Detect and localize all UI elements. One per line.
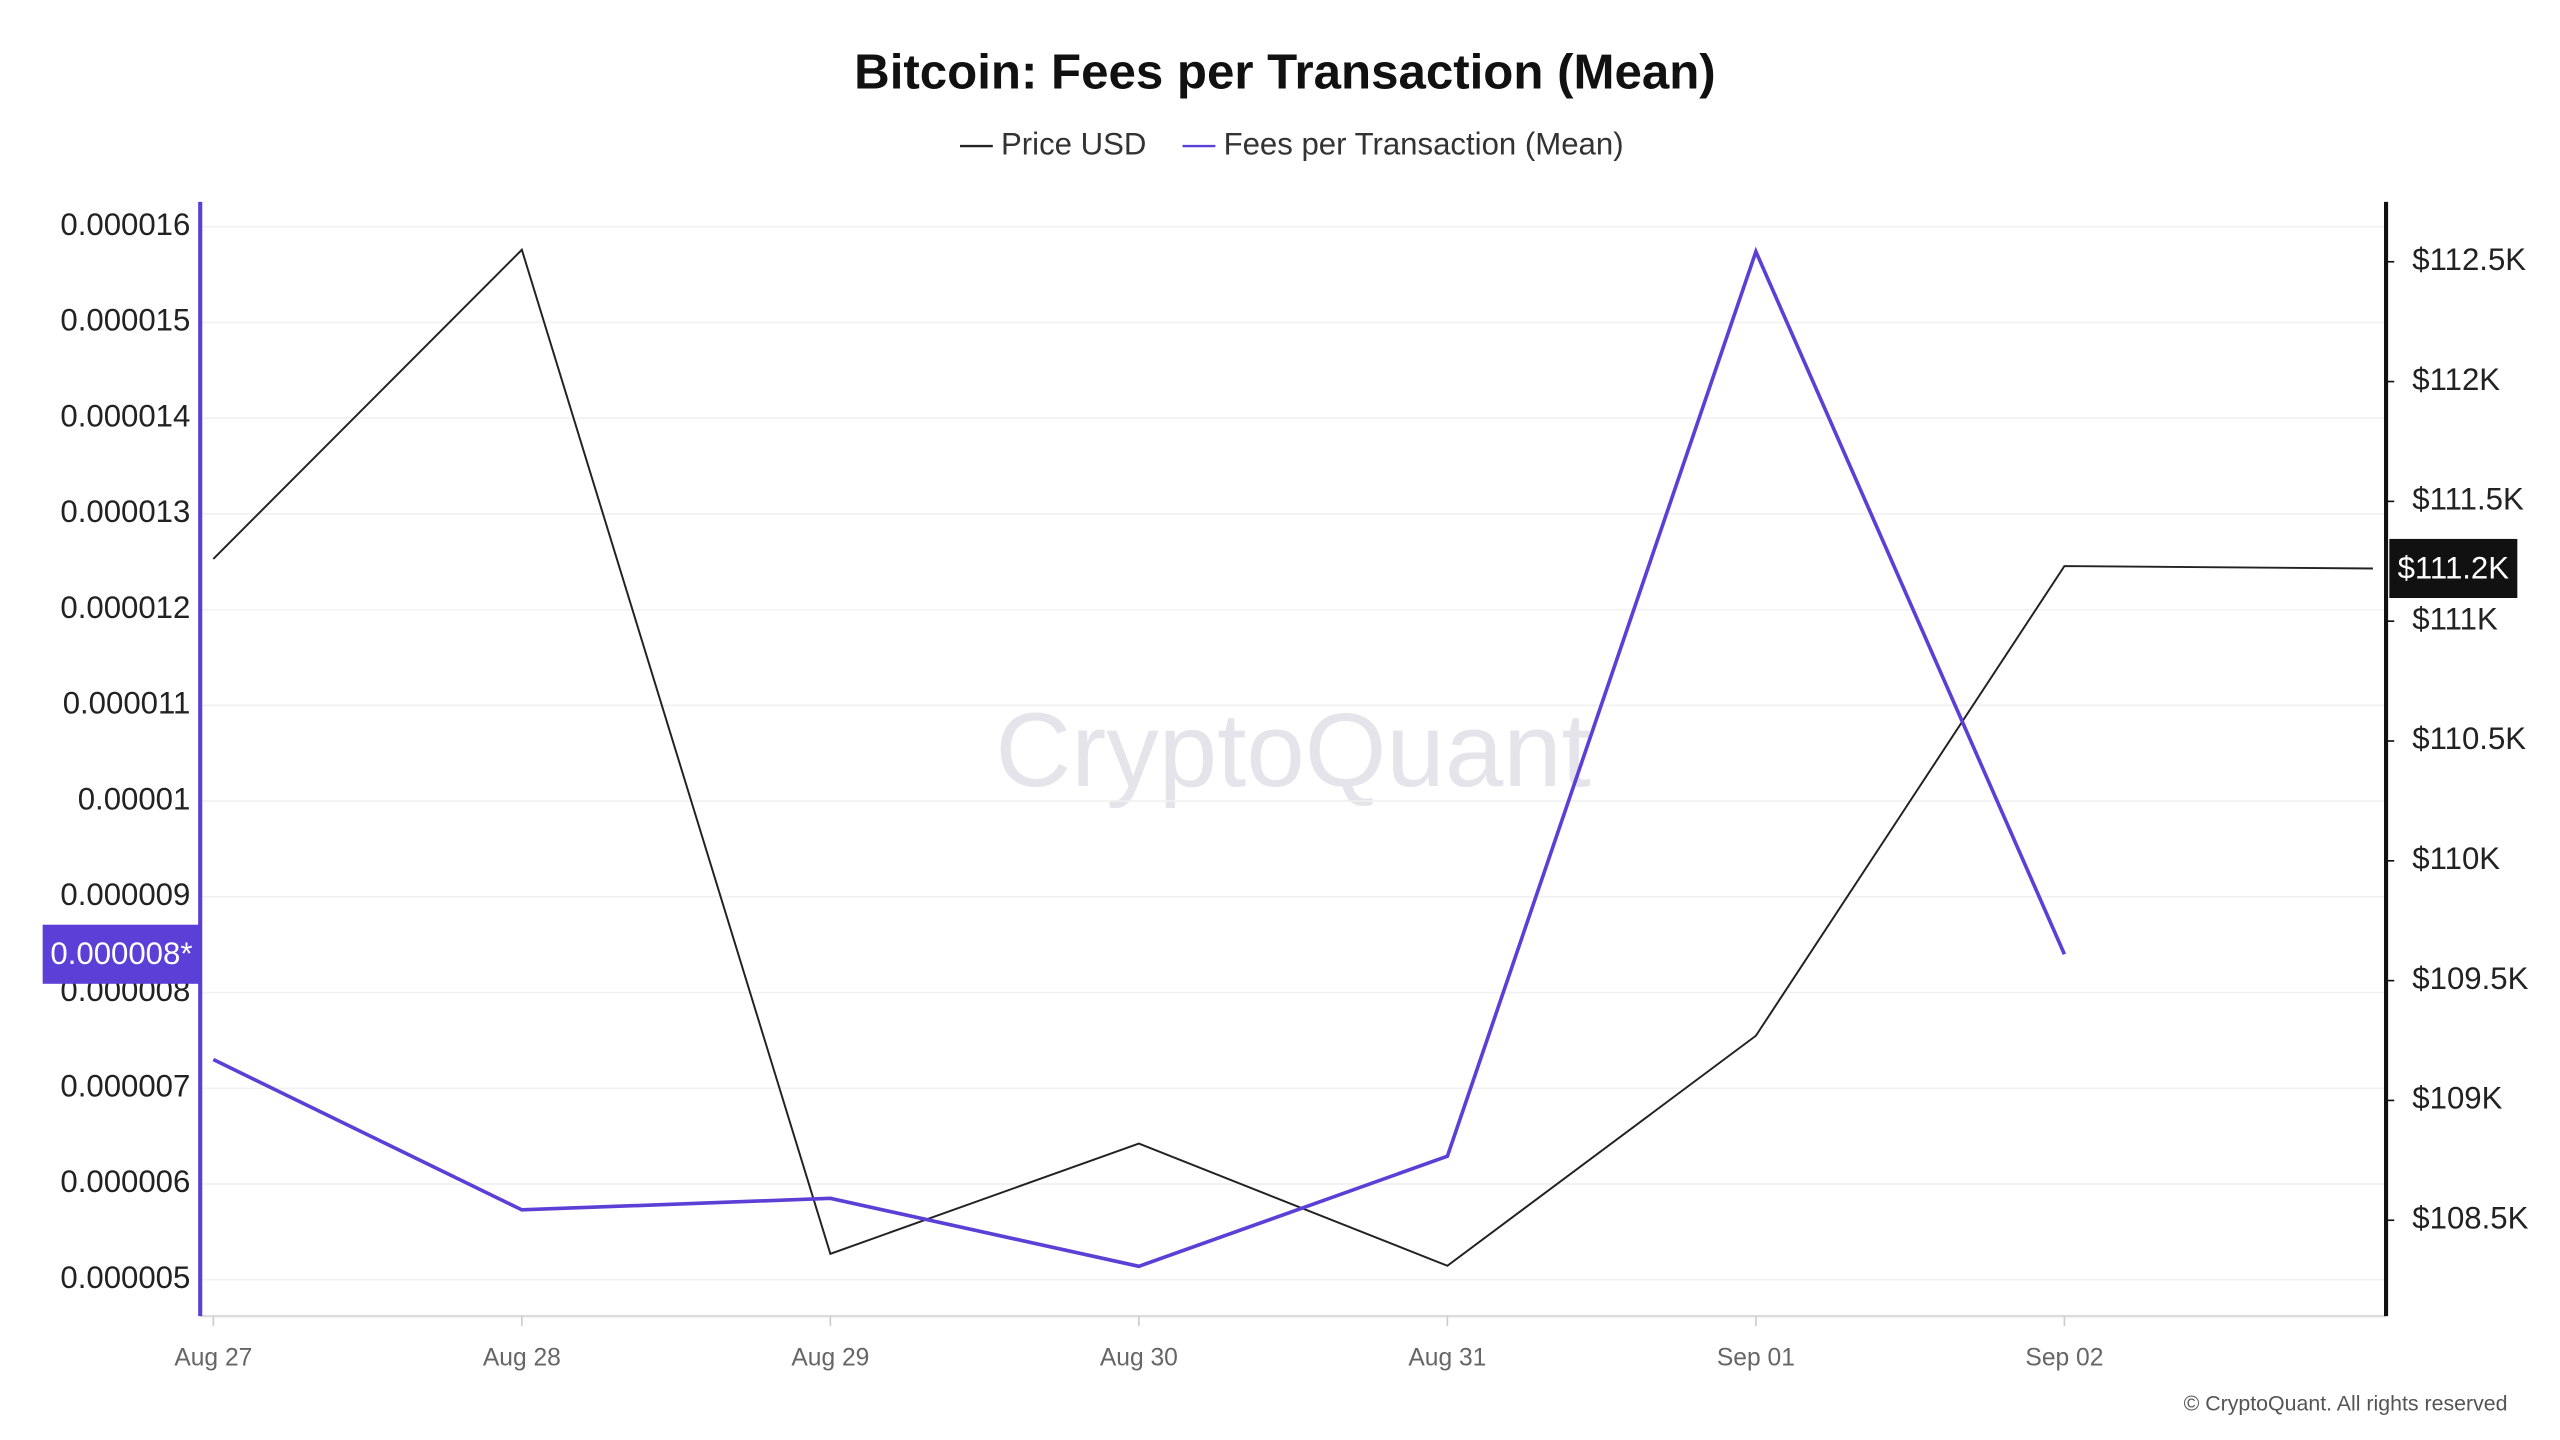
series-line: [212, 247, 2373, 1267]
x-tick-label: Aug 30: [1100, 1344, 1178, 1371]
y-tick-label: 0.000011: [63, 686, 191, 721]
y-tick-label: 0.000013: [60, 494, 190, 529]
y-tick-label: 0.000009: [60, 877, 190, 912]
x-tick-label: Sep 02: [2025, 1344, 2103, 1371]
y-tick-label: 0.000015: [60, 303, 190, 338]
x-tick-label: Sep 01: [1717, 1344, 1795, 1371]
y2-tick-label: $112K: [2412, 362, 2500, 397]
value-label: $111.2K: [2398, 550, 2510, 585]
x-tick-label: Aug 31: [1408, 1344, 1486, 1371]
y-tick-label: 0.000014: [60, 398, 190, 433]
y2-tick-label: $108.5K: [2412, 1200, 2528, 1235]
copyright: © CryptoQuant. All rights reserved: [2184, 1391, 2508, 1415]
y2-tick-label: $111.5K: [2412, 482, 2524, 517]
chart-title: Bitcoin: Fees per Transaction (Mean): [854, 44, 1716, 99]
series-line: [212, 246, 2067, 1269]
y2-tick-label: $110.5K: [2412, 721, 2526, 756]
value-label: 0.000008*: [50, 936, 192, 971]
y-tick-label: 0.000007: [60, 1069, 190, 1104]
y-tick-label: 0.00001: [78, 781, 191, 816]
y-tick-label: 0.000012: [60, 590, 190, 625]
y2-tick-label: $109.5K: [2412, 961, 2528, 996]
legend-label: Fees per Transaction (Mean): [1224, 126, 1624, 161]
y2-tick-label: $111K: [2412, 601, 2498, 636]
legend-label: Price USD: [1001, 126, 1146, 161]
value-label-box: [42, 924, 201, 984]
x-tick-label: Aug 28: [483, 1344, 561, 1371]
x-tick-label: Aug 29: [791, 1344, 869, 1371]
y2-tick-label: $109K: [2412, 1081, 2502, 1116]
x-tick-label: Aug 27: [174, 1344, 252, 1371]
watermark: CryptoQuant: [995, 692, 1590, 809]
y2-tick-label: $110K: [2412, 841, 2500, 876]
y-tick-label: 0.000006: [60, 1164, 190, 1199]
y-tick-label: 0.000005: [60, 1260, 190, 1295]
y-tick-label: 0.000016: [60, 207, 190, 242]
value-label-box: [2389, 538, 2518, 599]
y2-tick-label: $112.5K: [2412, 242, 2526, 277]
